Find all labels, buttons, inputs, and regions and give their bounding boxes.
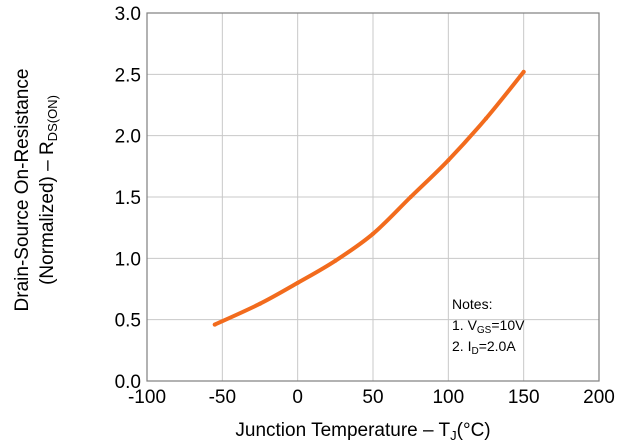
x-tick-label: 50 xyxy=(362,387,383,408)
x-axis-title-main: Junction Temperature – T xyxy=(235,420,450,441)
x-axis-title-unit: (°C) xyxy=(457,420,491,441)
series-point xyxy=(521,69,526,74)
x-axis-title: Junction Temperature – TJ(°C) xyxy=(235,420,490,443)
notes-line-2-prefix: 2. I xyxy=(452,338,471,354)
y-axis-title-line1: Drain-Source On-Resistance xyxy=(12,69,33,312)
y-axis-title-line2-main: (Normalized) – R xyxy=(37,141,58,285)
y-tick-label: 1.0 xyxy=(115,249,141,270)
notes-line-1-prefix: 1. V xyxy=(452,317,478,333)
notes-line-1-subscript: GS xyxy=(477,325,492,336)
series-point xyxy=(408,195,413,199)
series-point xyxy=(258,301,262,306)
x-tick-label: 100 xyxy=(432,387,464,408)
plot-frame xyxy=(146,12,600,382)
y-tick-labels: 0.0 0.5 1.0 1.5 2.0 2.5 3.0 xyxy=(115,4,141,393)
notes-line-2-subscript: D xyxy=(471,346,478,357)
notes-heading: Notes: xyxy=(452,296,492,312)
notes-line-1: 1. VGS=10V xyxy=(452,317,525,336)
y-tick-label: 0.0 xyxy=(115,372,141,393)
series-layer xyxy=(212,69,526,327)
notes-box: Notes: 1. VGS=10V 2. ID=2.0A xyxy=(452,296,525,357)
y-axis-title-line2-subscript: DS(ON) xyxy=(45,95,60,141)
y-tick-label: 0.5 xyxy=(115,311,141,332)
y-tick-label: 3.0 xyxy=(115,4,141,25)
notes-line-1-suffix: =10V xyxy=(491,317,525,333)
y-tick-label: 2.5 xyxy=(115,65,141,86)
y-tick-label: 2.0 xyxy=(115,127,141,148)
series-point xyxy=(484,116,488,121)
notes-line-2: 2. ID=2.0A xyxy=(452,338,516,357)
series-point xyxy=(295,280,300,285)
series-line xyxy=(212,69,526,327)
x-tick-label: 150 xyxy=(508,387,540,408)
x-tick-label: -50 xyxy=(209,387,236,408)
x-tick-label: 200 xyxy=(583,387,615,408)
y-tick-label: 1.5 xyxy=(115,188,141,209)
series-point xyxy=(212,322,217,327)
notes-line-2-suffix: =2.0A xyxy=(479,338,517,354)
series-point xyxy=(446,158,451,163)
series-point xyxy=(333,258,338,263)
series-point xyxy=(371,231,375,236)
x-tick-labels: -100 -50 0 50 100 150 200 xyxy=(128,387,615,408)
x-tick-label: 0 xyxy=(292,387,303,408)
x-tick-label: -100 xyxy=(128,387,166,408)
y-axis-title-line2: (Normalized) – RDS(ON) xyxy=(37,95,60,285)
x-axis-title-subscript: J xyxy=(450,428,457,443)
